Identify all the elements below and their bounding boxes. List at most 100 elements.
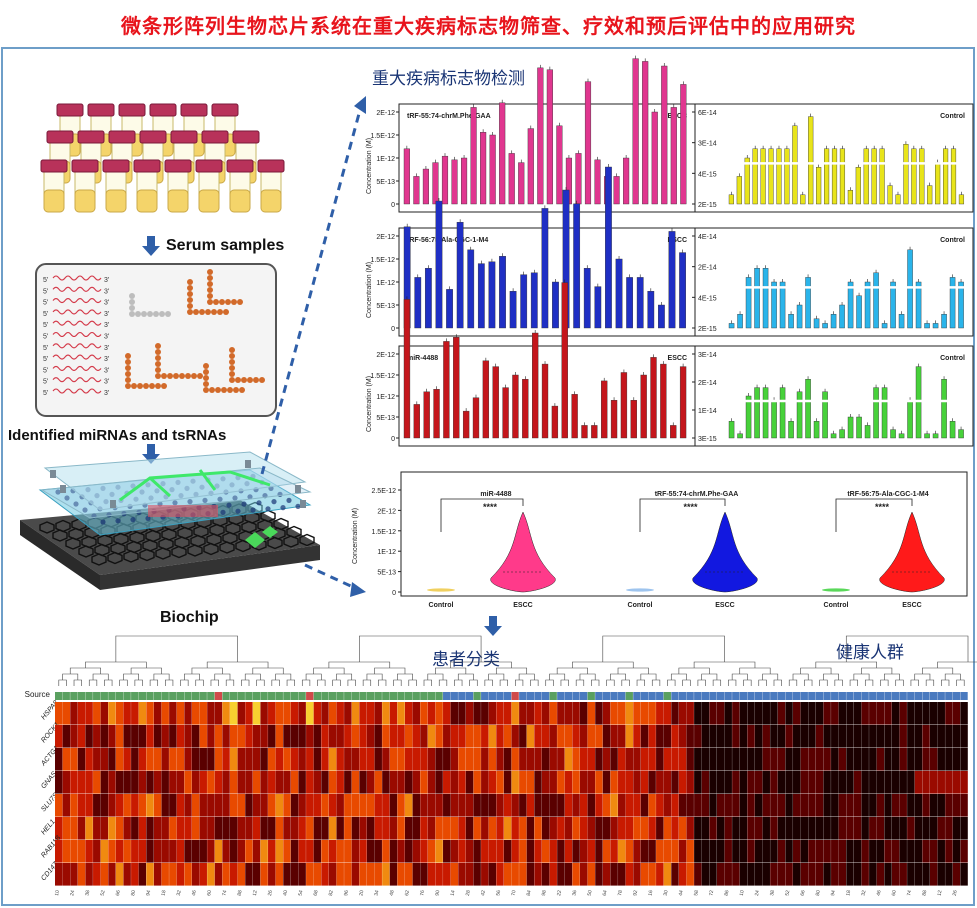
heatmap-cell xyxy=(404,794,413,817)
heatmap-cell xyxy=(153,840,162,863)
heatmap-cell xyxy=(283,748,291,771)
column-label: 98 xyxy=(541,890,548,897)
heatmap-cell xyxy=(93,748,101,771)
heatmap-cell xyxy=(359,794,367,817)
bar xyxy=(754,268,760,329)
five-prime-label: 5' xyxy=(43,356,48,363)
column-label: 42 xyxy=(480,890,487,897)
bar xyxy=(881,323,888,329)
heatmap-cell xyxy=(846,863,854,886)
heatmap-cell xyxy=(100,794,109,817)
source-cell xyxy=(207,692,215,700)
bar xyxy=(919,148,925,205)
heatmap-cell xyxy=(229,817,238,840)
heatmap-cell xyxy=(344,771,352,794)
heatmap-cell xyxy=(397,863,405,886)
nucleotide-bead xyxy=(211,309,217,315)
heatmap-cell xyxy=(937,725,945,748)
heatmap-cell xyxy=(793,817,801,840)
heatmap-cell xyxy=(298,748,306,771)
heatmap-cell xyxy=(275,771,284,794)
heatmap-cell xyxy=(678,817,687,840)
five-prime-label: 5' xyxy=(43,379,48,386)
bar xyxy=(489,134,496,205)
heatmap-cell xyxy=(404,840,413,863)
heatmap-cell xyxy=(488,840,497,863)
heatmap-cell xyxy=(237,840,246,863)
three-prime-label: 3' xyxy=(104,311,109,318)
heatmap-cell xyxy=(770,771,778,794)
heatmap-cell xyxy=(793,863,801,886)
nucleotide-bead xyxy=(125,371,131,377)
heatmap-cell xyxy=(458,817,466,840)
heatmap-cell xyxy=(199,863,207,886)
heatmap-cell xyxy=(793,794,801,817)
heatmap-cell xyxy=(526,771,535,794)
heatmap-cell xyxy=(640,840,649,863)
heatmap-cell xyxy=(412,863,420,886)
heatmap-cell xyxy=(891,748,900,771)
heatmap-cell xyxy=(108,702,116,725)
heatmap-cell xyxy=(115,794,124,817)
heatmap-cell xyxy=(146,794,154,817)
heatmap-cell xyxy=(777,725,786,748)
heatmap-cell xyxy=(663,771,672,794)
nucleotide-bead xyxy=(207,269,213,275)
nucleotide-bead xyxy=(207,275,213,281)
heatmap-cell xyxy=(321,748,329,771)
heatmap-cell xyxy=(450,748,459,771)
heatmap-cell xyxy=(496,840,504,863)
y-tick-label: 6E-14 xyxy=(698,110,717,117)
y-tick-label: 0 xyxy=(391,202,395,209)
heatmap-cell xyxy=(777,863,786,886)
heatmap-cell xyxy=(108,748,116,771)
heatmap-cell xyxy=(861,725,869,748)
graphene-hex xyxy=(129,531,145,544)
bar xyxy=(830,314,837,329)
bar xyxy=(668,231,676,329)
heatmap-cell xyxy=(420,840,428,863)
heatmap-cell xyxy=(473,863,481,886)
source-cell xyxy=(123,692,131,700)
source-cell xyxy=(184,692,192,700)
nucleotide-bead xyxy=(161,373,167,379)
heatmap-cell xyxy=(815,725,824,748)
bar xyxy=(924,323,930,329)
heatmap-cell xyxy=(222,725,230,748)
heatmap-cell xyxy=(846,840,854,863)
bar xyxy=(736,176,742,205)
heatmap-cell xyxy=(481,702,489,725)
heatmap-cell xyxy=(656,725,664,748)
heatmap-cell xyxy=(519,702,527,725)
heatmap-cell xyxy=(929,771,938,794)
heatmap-cell xyxy=(503,863,512,886)
heatmap-cell xyxy=(290,702,299,725)
heatmap-cell xyxy=(526,702,535,725)
column-label: 88 xyxy=(237,890,244,897)
y-tick-label: 2E-15 xyxy=(698,202,717,209)
heatmap-cell xyxy=(70,817,78,840)
rna-strand xyxy=(52,343,102,349)
heatmap-cell xyxy=(511,748,519,771)
heatmap-cell xyxy=(686,863,694,886)
graphene-hex xyxy=(190,534,206,548)
column-label: 20 xyxy=(358,890,365,897)
y-tick-label: 2E-14 xyxy=(698,265,717,272)
graphene-hex xyxy=(126,540,142,554)
heatmap-cell xyxy=(694,771,702,794)
heatmap-cell xyxy=(268,725,276,748)
heatmap-cell xyxy=(777,702,786,725)
nucleotide-bead xyxy=(155,343,161,349)
nucleotide-bead xyxy=(155,361,161,367)
heatmap-cell xyxy=(252,794,261,817)
bar xyxy=(796,304,803,329)
heatmap-cell xyxy=(534,863,542,886)
chip-pillar xyxy=(110,500,116,508)
heatmap-cell xyxy=(869,771,877,794)
chip-well xyxy=(235,508,241,514)
heatmap-cell xyxy=(701,771,710,794)
heatmap-cell xyxy=(169,817,177,840)
heatmap-cell xyxy=(838,840,847,863)
heatmap-cell xyxy=(625,817,634,840)
